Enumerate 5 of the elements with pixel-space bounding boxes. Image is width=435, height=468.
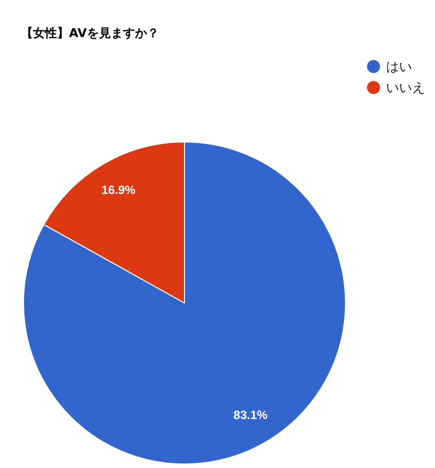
legend-label: いいえ bbox=[386, 80, 425, 96]
data-label: 16.9% bbox=[101, 182, 136, 197]
chart-title: 【女性】AVを見ますか？ bbox=[21, 25, 159, 42]
data-label: 83.1% bbox=[234, 408, 268, 422]
legend-label: はい bbox=[386, 58, 412, 76]
